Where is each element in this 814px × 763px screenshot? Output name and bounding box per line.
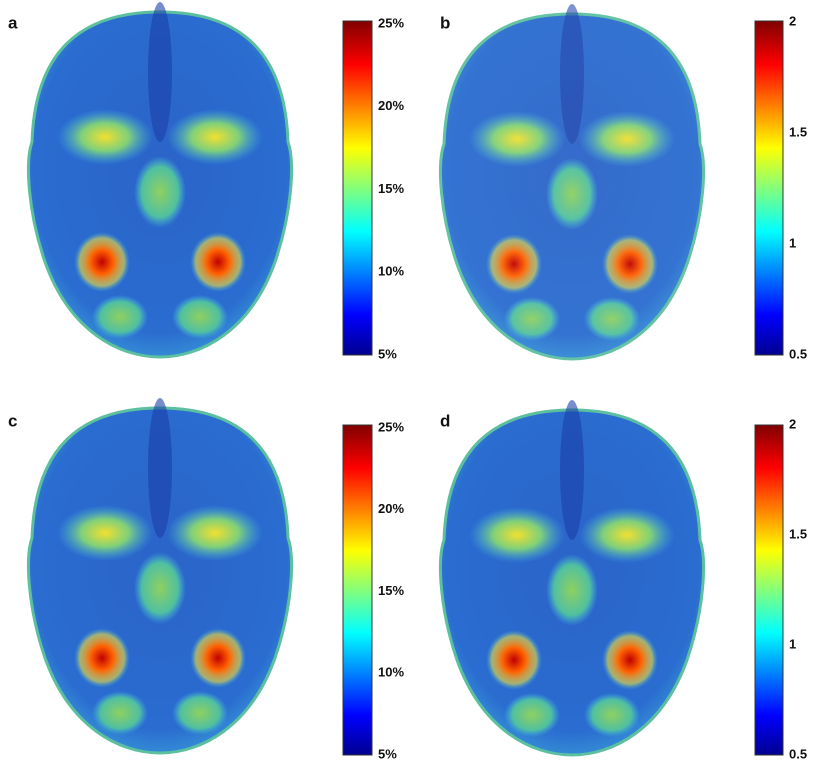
panel-label: c <box>8 411 17 430</box>
panel-a: a 25% 20% 15% 10% 5% <box>8 2 404 361</box>
colorbar-tick-label: 1.5 <box>789 124 807 139</box>
colorbar-tick-label: 20% <box>378 98 404 113</box>
colorbar-tick-label: 15% <box>378 181 404 196</box>
colorbar-tick-label: 25% <box>378 419 404 434</box>
panel-label: b <box>440 13 450 32</box>
face-map <box>28 2 291 357</box>
colorbar-tick-label: 0.5 <box>789 746 807 761</box>
figure: a 25%20%15%10%5% b 21.510.5 c 25%20%15%1… <box>0 0 814 763</box>
colorbar <box>343 21 372 355</box>
panel-label: d <box>440 411 450 430</box>
colorbar-tick-label: 5% <box>378 346 397 361</box>
panel-d: d 2 1.5 1 0.5 <box>440 400 807 761</box>
colorbar-tick-label: 5% <box>378 746 397 761</box>
panel-label: a <box>8 13 18 32</box>
colorbar-tick-label: 25% <box>378 15 404 30</box>
colorbar-tick-label: 10% <box>378 264 404 279</box>
colorbar-tick-label: 15% <box>378 583 404 598</box>
face-map <box>440 400 703 755</box>
colorbar-tick-label: 2 <box>789 416 796 431</box>
colorbar-tick-label: 1.5 <box>789 526 807 541</box>
panel-c: c 25% 20% 15% 10% 5% <box>8 398 404 761</box>
colorbar-tick-label: 1 <box>789 235 796 250</box>
colorbar <box>755 21 783 355</box>
colorbar <box>343 425 372 755</box>
colorbar-tick-label: 0.5 <box>789 346 807 361</box>
face-map <box>440 4 703 359</box>
colorbar <box>755 425 783 755</box>
colorbar-tick-label: 1 <box>789 636 796 651</box>
colorbar-tick-label: 20% <box>378 501 404 516</box>
face-map <box>28 398 291 753</box>
colorbar-tick-label: 10% <box>378 665 404 680</box>
panel-b: b 2 1.5 1 0.5 <box>440 4 807 361</box>
colorbar-tick-label: 2 <box>789 13 796 28</box>
